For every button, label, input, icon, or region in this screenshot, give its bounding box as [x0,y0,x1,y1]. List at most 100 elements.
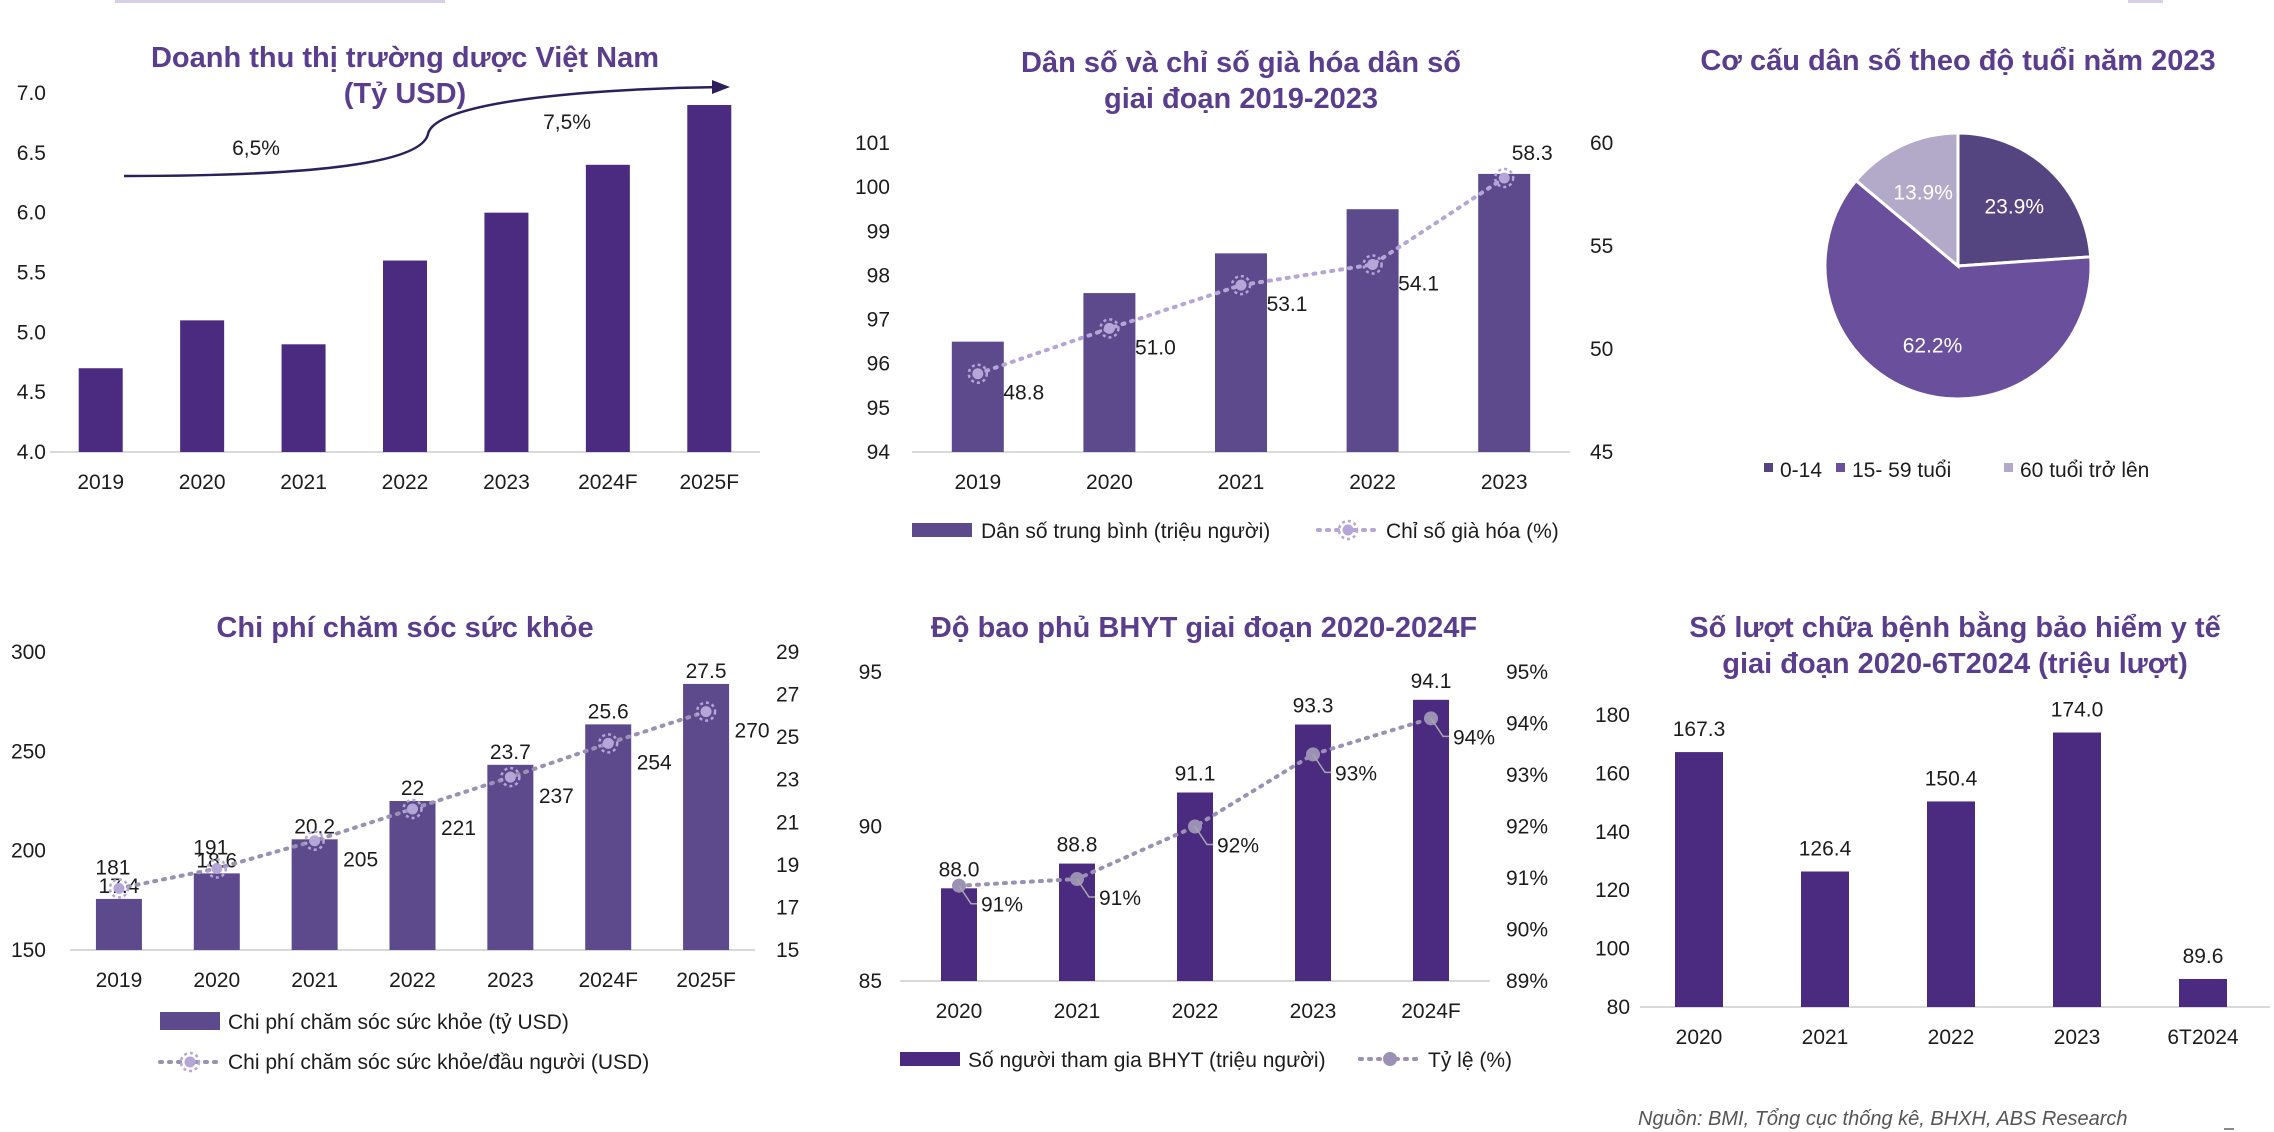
y-right-tick-label: 21 [776,811,799,834]
y-tick-label: 120 [1595,879,1630,902]
bar-data-label: 150.4 [1925,767,1978,790]
series-marker [972,368,984,380]
legend-label-line: Chi phí chăm sóc sức khỏe/đầu người (USD… [228,1051,649,1074]
y-right-tick-label: 90% [1506,919,1548,942]
legend-marker [1383,1052,1397,1066]
chart-title: Chi phí chăm sóc sức khỏe [216,612,593,644]
y-right-tick-label: 15 [776,939,799,962]
y-tick-label: 6.5 [17,142,46,165]
y-left-tick-label: 200 [11,840,46,863]
bar [2179,978,2227,1007]
series-marker [1235,279,1247,291]
chart-title: Dân số và chỉ số già hóa dân số [1021,47,1461,79]
series-marker-ring [500,766,521,788]
x-tick-label: 2021 [1802,1026,1849,1049]
y-right-tick-label: 91% [1506,867,1548,890]
leader-line [1194,826,1213,846]
series-marker [1367,259,1379,271]
chart-title: giai đoạn 2020-6T2024 (triệu lượt) [1722,648,2187,680]
x-tick-label: 2021 [1218,471,1265,494]
series-marker-ring [206,858,228,879]
y-left-tick-label: 99 [867,220,890,243]
bar-data-label: 23.7 [490,741,531,764]
line-series [957,716,1433,888]
pie-data-label: 13.9% [1893,181,1953,204]
y-left-tick-label: 98 [867,264,890,287]
x-tick-label: 2022 [1928,1026,1975,1049]
bar [1083,293,1136,452]
legend-swatch-bars [900,1052,960,1066]
line-data-label: 181 [95,856,130,879]
legend-swatch-bars [912,523,972,537]
bar-data-label: 167.3 [1673,718,1726,741]
y-tick-label: 100 [1595,938,1630,961]
bar-data-label: 88.8 [1057,834,1098,857]
leader-line [958,885,977,905]
line-data-label: 92% [1217,835,1259,858]
line-data-label: 270 [735,720,770,743]
line-data-label: 221 [441,817,476,840]
y-left-tick-label: 101 [855,132,890,155]
bar [1346,209,1399,452]
bar-data-label: 174.0 [2051,699,2104,722]
bar [1295,724,1331,981]
x-tick-label: 2022 [389,969,436,992]
data-label: 51.0 [1135,336,1176,359]
bar [180,320,225,452]
line-data-label: 205 [343,849,378,872]
x-tick-label: 2022 [382,471,429,494]
chart-title: Độ bao phủ BHYT giai đoạn 2020-2024F [931,612,1477,644]
y-tick-label: 5.0 [17,321,46,344]
bar [585,164,630,453]
legend-label: 60 tuổi trở lên [2020,459,2149,482]
y-tick-label: 5.5 [17,262,46,285]
series-marker [113,882,125,894]
line-data-label: 94% [1453,726,1495,749]
chart-title: Cơ cấu dân số theo độ tuổi năm 2023 [1700,45,2215,77]
x-tick-label: 2021 [280,471,327,494]
series-marker [1103,322,1115,334]
bar [683,683,730,950]
series-marker-ring [1493,167,1515,189]
series-marker-ring [1362,254,1383,275]
y-left-tick-label: 150 [11,939,46,962]
y-right-tick-label: 23 [776,769,799,792]
chart-pharma-revenue: Doanh thu thị trường dược Việt Nam (Tỷ US… [17,42,760,494]
series-marker-ring [967,363,989,384]
bar [1413,699,1449,981]
x-tick-label: 2021 [1054,1000,1101,1023]
y-right-tick-label: 50 [1590,338,1613,361]
bar [193,873,240,950]
y-tick-label: 7.0 [17,82,46,105]
pie-slice [1823,178,2093,401]
series-marker-ring [597,733,619,754]
x-tick-label: 2020 [193,969,240,992]
y-right-tick-label: 27 [776,684,799,707]
x-tick-label: 2023 [1481,471,1528,494]
y-left-tick-label: 90 [859,816,882,839]
leader-line [1430,717,1449,738]
pie-data-label: 23.9% [1984,196,2044,219]
series-marker-ring [1230,274,1252,296]
x-tick-label: 2025F [676,969,736,992]
x-tick-label: 2019 [954,471,1001,494]
bar [383,260,427,452]
y-tick-label: 160 [1595,762,1630,785]
series-marker [700,706,712,718]
y-right-tick-label: 29 [776,641,799,664]
bar-data-label: 126.4 [1799,838,1852,861]
line-data-label: 254 [637,751,672,774]
x-tick-label: 2020 [179,471,226,494]
bar [281,344,326,452]
y-tick-label: 6.0 [17,202,46,225]
y-tick-label: 140 [1595,821,1630,844]
y-left-tick-label: 97 [867,309,890,332]
x-tick-label: 2020 [936,1000,983,1023]
y-right-tick-label: 60 [1590,132,1613,155]
leader-line [1312,753,1331,774]
y-tick-label: 4.0 [17,441,46,464]
bar [95,898,142,950]
bar [2053,732,2101,1007]
y-right-tick-label: 95% [1506,661,1548,684]
